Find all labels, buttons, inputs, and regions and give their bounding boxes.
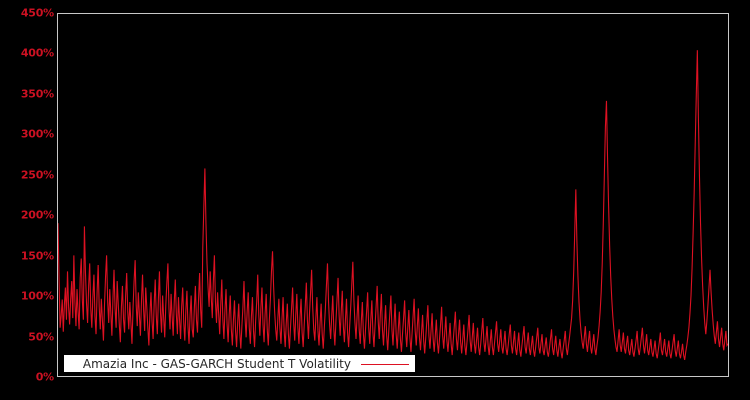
y-tick-100pct: 100% <box>20 289 54 303</box>
y-tick-200pct: 200% <box>20 208 54 222</box>
chart-legend: Amazia Inc - GAS-GARCH Student T Volatil… <box>64 355 415 372</box>
plot-inner <box>58 14 728 376</box>
y-tick-450pct: 450% <box>20 6 54 20</box>
y-tick-50pct: 50% <box>28 330 54 344</box>
y-axis-tick-labels: 0% 50% 100% 150% 200% 250% 300% 350% 400% 450% <box>0 0 54 400</box>
y-tick-350pct: 350% <box>20 87 54 101</box>
y-tick-250pct: 250% <box>20 168 54 182</box>
y-tick-400pct: 400% <box>20 46 54 60</box>
plot-area <box>57 13 729 377</box>
y-tick-0pct: 0% <box>35 370 54 384</box>
y-tick-150pct: 150% <box>20 249 54 263</box>
legend-label: Amazia Inc - GAS-GARCH Student T Volatil… <box>82 356 351 371</box>
volatility-series-line <box>58 50 728 361</box>
legend-line-swatch <box>361 358 409 370</box>
y-tick-300pct: 300% <box>20 127 54 141</box>
